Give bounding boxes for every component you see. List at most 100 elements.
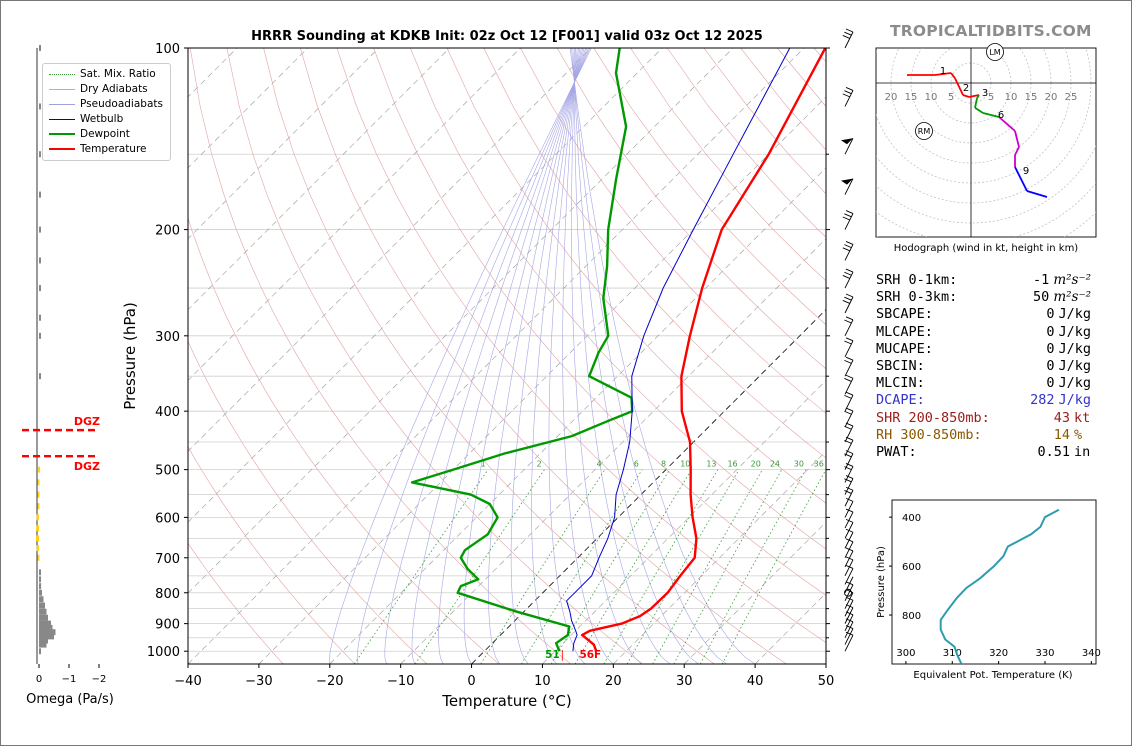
legend-label: Pseudoadiabats — [80, 98, 163, 110]
wind-barb-feather — [842, 216, 850, 221]
theta-e-y-label: Pressure (hPa) — [876, 546, 887, 618]
wind-barb-staff — [844, 607, 854, 624]
stat-value: 0 — [1046, 306, 1055, 323]
dry-adiabat — [373, 48, 826, 596]
omega-x-tick-label: −1 — [62, 674, 77, 685]
wind-barb-feather — [844, 319, 852, 324]
hodograph-tick-label: 5 — [948, 92, 954, 103]
wind-barb — [842, 241, 854, 261]
wind-barb-staff — [844, 511, 854, 529]
wind-barb-staff — [844, 628, 854, 645]
wind-barb-feather — [844, 90, 852, 95]
omega-bar — [39, 257, 41, 264]
stat-unit: J/kg — [1058, 358, 1091, 375]
wind-barb — [844, 356, 854, 377]
hodograph-tick-label: 15 — [1025, 92, 1038, 103]
wind-barb-feather — [844, 425, 852, 430]
omega-bar — [39, 614, 48, 621]
wind-barb-staff — [844, 213, 854, 230]
mixing-ratio-line — [480, 469, 606, 664]
dry-adiabat — [483, 48, 826, 459]
wind-barb-feather — [845, 508, 854, 513]
omega-bar — [39, 373, 41, 380]
pseudoadiabat — [356, 48, 591, 664]
wind-barb — [844, 625, 854, 645]
stat-label: PWAT: — [876, 444, 917, 461]
stat-value: 0 — [1046, 358, 1055, 375]
stat-label: MLCIN: — [876, 375, 925, 392]
stat-label: MUCAPE: — [876, 340, 933, 357]
wind-barb — [844, 475, 854, 495]
omega-bar — [39, 633, 54, 640]
wind-barb — [842, 293, 854, 314]
wind-barb — [844, 631, 854, 652]
isotherm — [613, 450, 826, 664]
pseudoadiabat — [438, 48, 586, 664]
wind-barb — [844, 422, 854, 443]
wind-barb-staff — [844, 501, 854, 518]
omega-bar — [38, 466, 41, 473]
wind-barb-staff — [844, 359, 854, 377]
mixing-ratio-label: 2 — [537, 460, 542, 469]
omega-bar — [37, 479, 40, 486]
wind-barb-staff — [844, 541, 854, 558]
omega-bar — [36, 535, 39, 542]
storm-motion-marker — [986, 43, 1004, 61]
pseudoadiabat — [574, 48, 671, 664]
chart-title: HRRR Sounding at KDKB Init: 02z Oct 12 [… — [251, 29, 763, 44]
dry-adiabat — [520, 48, 826, 414]
wind-barb — [844, 604, 854, 624]
omega-bar — [39, 45, 41, 51]
x-axis-label: Temperature (°C) — [441, 692, 571, 710]
stat-unit: m²s⁻² — [1053, 289, 1091, 306]
wind-barb-staff — [844, 178, 854, 195]
storm-motion-label: LM — [989, 48, 1000, 57]
dry-adiabat — [263, 48, 715, 664]
dry-adiabat — [188, 216, 499, 664]
theta-e-x-tick-label: 340 — [1082, 648, 1101, 659]
isotherm — [684, 521, 826, 664]
wind-barb-feather — [844, 490, 852, 494]
stat-row: MLCIN: 0 J/kg — [876, 375, 1091, 392]
theta-e-profile — [939, 508, 1060, 664]
wind-barb-feather — [842, 93, 850, 98]
mixing-ratio-line — [550, 469, 671, 664]
wind-barb-feather — [842, 34, 850, 39]
legend-swatch — [49, 148, 75, 150]
stat-value: -1 — [1033, 272, 1050, 288]
hodograph-tick-label: 10 — [925, 92, 938, 103]
theta-e-x-label: Equivalent Pot. Temperature (K) — [913, 670, 1072, 681]
pseudoadiabat — [571, 48, 642, 664]
y-tick-label: 600 — [155, 511, 180, 526]
dry-adiabat — [300, 48, 787, 664]
dry-adiabat — [188, 446, 356, 664]
mixing-ratio-line — [626, 469, 740, 664]
skewt-plot-frame — [187, 47, 827, 665]
wind-barb — [841, 178, 854, 195]
omega-bar — [39, 285, 41, 292]
wind-barb-feather — [845, 475, 854, 480]
stat-value: 282 — [1030, 392, 1055, 409]
wind-barb — [844, 316, 854, 337]
wind-barb-flag — [841, 178, 853, 185]
omega-bar — [39, 608, 47, 615]
wind-barb-feather — [845, 538, 854, 543]
hodograph-segment — [974, 98, 978, 108]
theta-e-y-tick-label: 800 — [902, 611, 921, 622]
y-tick-label: 900 — [155, 618, 180, 633]
omega-bar — [39, 637, 48, 644]
isotherm — [188, 48, 592, 452]
dry-adiabat — [189, 48, 571, 664]
hodograph-tick-label: 20 — [1045, 92, 1058, 103]
mixing-ratio-label: 6 — [634, 460, 639, 469]
legend-entry-mixing-ratio: Sat. Mix. Ratio — [49, 67, 156, 81]
wind-barb — [844, 611, 854, 631]
hodograph-height-label: 6 — [998, 110, 1004, 121]
wind-barb — [844, 581, 854, 602]
wind-barb-feather — [845, 28, 854, 33]
omega-bar — [37, 503, 40, 510]
theta-e-plot — [939, 508, 1060, 664]
pseudoadiabat — [384, 48, 589, 664]
wind-barb-staff — [844, 138, 854, 155]
